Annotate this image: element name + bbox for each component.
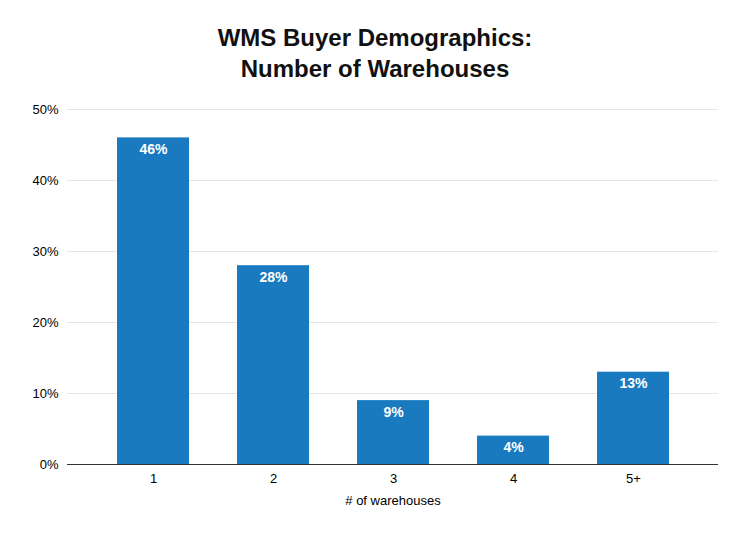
svg-text:9%: 9% <box>383 404 404 420</box>
svg-text:46%: 46% <box>139 141 168 157</box>
html-text:WMS Buyer Demographics: Number: WMS Buyer Demographics: Number of Wareho… <box>217 24 533 83</box>
svg-text:4%: 4% <box>503 439 524 455</box>
svg-text:30%: 30% <box>32 244 58 259</box>
svg-text:# of warehouses: # of warehouses <box>345 493 441 508</box>
svg-text:5+: 5+ <box>626 471 641 486</box>
svg-text:1: 1 <box>150 471 157 486</box>
svg-text:10%: 10% <box>32 386 58 401</box>
svg-text:2: 2 <box>270 471 277 486</box>
svg-text:0%: 0% <box>40 457 59 472</box>
svg-text:4: 4 <box>510 471 517 486</box>
svg-text:28%: 28% <box>259 269 288 285</box>
svg-text:13%: 13% <box>619 376 648 392</box>
svg-text:50%: 50% <box>32 102 58 117</box>
svg-text:3: 3 <box>390 471 397 486</box>
svg-text:40%: 40% <box>32 173 58 188</box>
svg-text:20%: 20% <box>32 315 58 330</box>
